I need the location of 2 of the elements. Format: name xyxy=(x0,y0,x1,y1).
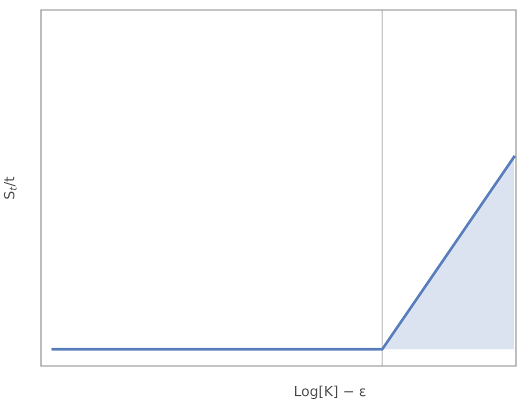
y-axis-title: S$_{t}$/t xyxy=(4,176,17,199)
x-axis-title: Log[K] − ε xyxy=(295,386,366,400)
